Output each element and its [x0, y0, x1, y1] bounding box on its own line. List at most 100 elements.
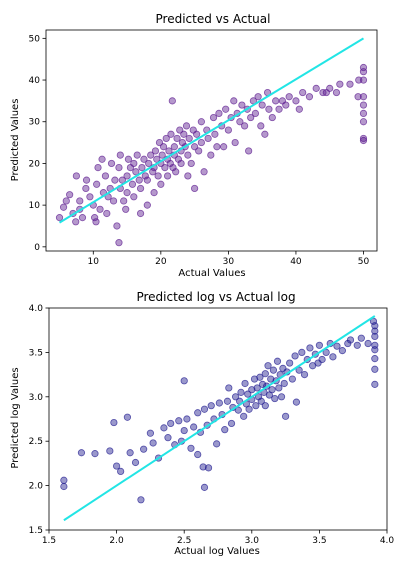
chart-top-point: [215, 109, 223, 117]
chart-bottom-xtick-label: 2.5: [177, 536, 191, 546]
chart-top-point: [197, 118, 205, 126]
chart-top-point: [177, 159, 185, 168]
chart-top-point: [62, 197, 70, 205]
chart-bottom-ytick-label: 3.5: [29, 348, 43, 358]
chart-top-point: [336, 80, 344, 88]
chart-top-point: [159, 143, 168, 151]
chart-top-point: [116, 151, 124, 159]
chart-top-point: [238, 101, 246, 109]
chart-top-point: [109, 197, 118, 205]
chart-bottom-ytick-label: 3.0: [29, 393, 44, 403]
chart-top-point: [158, 151, 166, 159]
chart-top-point: [136, 209, 145, 218]
chart-top-point: [359, 68, 368, 76]
chart-top-ytick-label: 30: [29, 118, 41, 128]
chart-bottom-ticks: 1.5 2.0 2.5 3.0 3.5 4.0 1.5 2.0 2.5 3.0 3.5 4.0: [29, 304, 395, 546]
chart-top-ylabel: Predicted Values: [10, 99, 21, 182]
chart-top-point: [184, 151, 192, 159]
chart-top-point: [130, 159, 138, 168]
chart-bottom-point: [126, 449, 134, 457]
chart-bottom-ytick-label: 2.5: [29, 437, 43, 447]
chart-bottom-point: [318, 355, 326, 364]
chart-bottom-point: [295, 366, 303, 374]
chart-top-point: [130, 193, 138, 201]
chart-top-point: [359, 93, 368, 101]
chart-bottom-point: [117, 467, 125, 475]
chart-bottom-xtick-label: 3.5: [312, 536, 326, 546]
chart-top-point: [285, 93, 293, 101]
chart-top-point: [197, 138, 205, 147]
chart-bottom-point: [146, 429, 154, 437]
chart-bottom-point: [164, 434, 172, 442]
chart-top-point: [305, 93, 314, 101]
chart-bottom-point: [244, 390, 252, 398]
chart-bottom-point: [292, 398, 301, 406]
chart-bottom-point: [140, 445, 148, 453]
chart-top-point: [82, 184, 90, 193]
chart-top-point: [96, 205, 104, 213]
chart-top-fit-line: [58, 37, 365, 224]
chart-top-point: [312, 84, 320, 92]
chart-bottom-point: [223, 397, 232, 405]
chart-top-point: [258, 101, 266, 109]
chart-bottom-point: [329, 353, 337, 361]
chart-bottom-point: [180, 377, 188, 385]
chart-top-point: [261, 130, 269, 138]
chart-top-point: [115, 164, 123, 172]
chart-top-point: [236, 118, 244, 126]
chart-top-point: [245, 147, 253, 155]
chart-bottom-point: [231, 393, 240, 401]
chart-top-point: [359, 109, 368, 117]
chart-bottom-xtick-label: 3.0: [245, 536, 260, 546]
chart-bottom-point: [131, 458, 140, 467]
chart-bottom-point: [357, 334, 365, 342]
chart-bottom-xtick-label: 2.0: [109, 536, 124, 546]
chart-bottom: Predicted log vs Actual log 1.5 2.0 2.5 3.0…: [10, 290, 394, 557]
chart-top-point: [191, 184, 199, 193]
chart-bottom-point: [257, 397, 265, 405]
chart-top-point: [326, 84, 334, 92]
chart-top-point: [115, 239, 123, 247]
chart-top-ytick-label: 0: [34, 243, 40, 253]
chart-top-point: [168, 97, 176, 105]
chart-bottom-title: Predicted log vs Actual log: [136, 290, 295, 304]
chart-top-plot-area: [45, 29, 378, 252]
chart-top-point: [124, 155, 133, 163]
chart-top-point: [143, 176, 151, 184]
chart-top-point: [123, 172, 131, 180]
chart-top-xtick-label: 10: [88, 257, 100, 267]
chart-bottom-xtick-label: 4.0: [380, 536, 395, 546]
chart-bottom-point: [268, 386, 276, 394]
chart-top-point: [220, 143, 228, 151]
chart-bottom-point: [160, 424, 168, 432]
chart-bottom-point: [286, 359, 294, 367]
chart-top-point: [55, 214, 64, 222]
chart-bottom-point: [275, 384, 283, 392]
chart-bottom-point: [123, 413, 132, 421]
chart-top-xtick-label: 30: [223, 257, 235, 267]
chart-top-point: [332, 88, 341, 97]
chart-top-point: [207, 151, 215, 159]
chart-top-point: [123, 189, 131, 197]
chart-top-point: [154, 172, 162, 180]
chart-top-point: [251, 109, 260, 117]
chart-bottom-point: [183, 415, 191, 423]
chart-bottom-point: [187, 444, 195, 452]
chart-bottom-point: [371, 327, 379, 335]
chart-bottom-point: [215, 399, 223, 407]
chart-bottom-point: [227, 419, 236, 428]
chart-top-point: [162, 134, 170, 143]
chart-bottom-point: [106, 447, 114, 455]
chart-bottom-point: [194, 409, 202, 417]
chart-top-point: [272, 97, 280, 105]
chart-top-xtick-label: 20: [155, 257, 167, 267]
chart-top-points: [55, 63, 368, 247]
chart-bottom-point: [199, 463, 207, 471]
chart-top-point: [184, 172, 192, 180]
chart-bottom-fit: [63, 315, 376, 522]
chart-top-point: [72, 218, 80, 226]
chart-top-point: [149, 168, 157, 176]
chart-top-point: [138, 164, 146, 172]
chart-top-point: [282, 101, 290, 109]
chart-bottom-point: [60, 482, 68, 491]
